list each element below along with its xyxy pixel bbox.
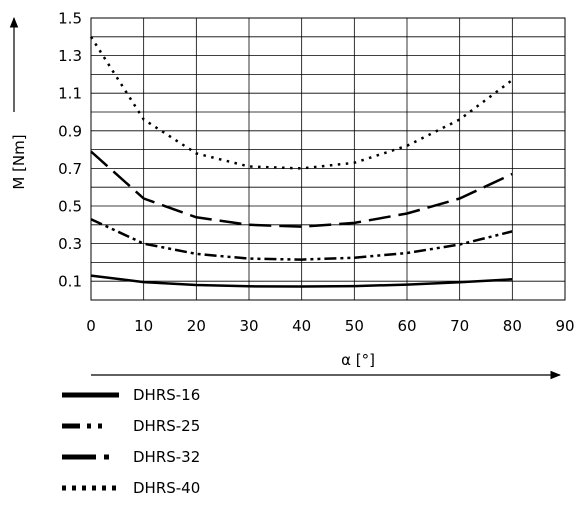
series-line-dhrs-25: [90, 150, 513, 228]
legend-label-dhrs-32: DHRS-32: [133, 448, 200, 466]
axes: α [°] M [Nm]: [9, 16, 562, 380]
series-line-dhrs-16: [90, 274, 513, 288]
legend-label-dhrs-25: DHRS-25: [133, 417, 200, 435]
legend-label-dhrs-16: DHRS-16: [133, 386, 200, 404]
y-tick-label: 0.3: [58, 235, 82, 253]
x-tick-label: 70: [450, 317, 469, 335]
y-tick-label: 1.5: [58, 10, 82, 28]
x-tick-label: 50: [345, 317, 364, 335]
x-tick-label: 90: [555, 317, 574, 335]
x-tick-label: 40: [292, 317, 311, 335]
y-axis-label: M [Nm]: [10, 134, 28, 189]
x-tick-label: 20: [187, 317, 206, 335]
plot-frame: [90, 17, 566, 301]
x-tick-label: 60: [397, 317, 416, 335]
tick-labels: 0 10 20 30 40 50 60 70 80 90 0.1 0.3 0.5 0.7 0.9 1.1 1.3…: [58, 10, 574, 336]
series-line-dhrs-32: [90, 218, 513, 261]
legend-label-dhrs-40: DHRS-40: [133, 479, 200, 497]
y-tick-label: 0.7: [58, 160, 82, 178]
y-tick-label: 0.5: [58, 198, 82, 216]
x-tick-label: 10: [134, 317, 153, 335]
legend: DHRS-16 DHRS-25 DHRS-32 DHRS-40: [62, 386, 200, 497]
x-tick-label: 30: [239, 317, 258, 335]
y-tick-label: 1.1: [58, 85, 82, 103]
y-tick-label: 0.9: [58, 122, 82, 140]
x-tick-label: 80: [503, 317, 522, 335]
x-tick-label: 0: [86, 317, 96, 335]
x-axis-label: α [°]: [341, 351, 375, 369]
y-tick-label: 1.3: [58, 47, 82, 65]
plot-lines: [89, 36, 514, 288]
y-tick-label: 0.1: [58, 273, 82, 291]
